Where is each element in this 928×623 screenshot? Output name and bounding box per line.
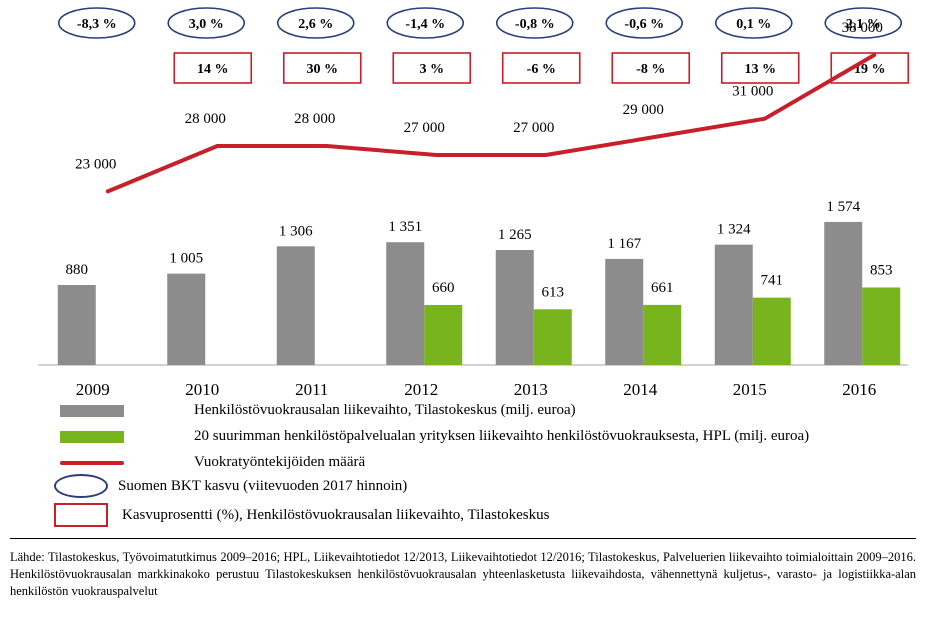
- line-label-2016: 38 000: [842, 20, 883, 36]
- x-tick-label-2014: 2014: [623, 380, 658, 399]
- line-label-2011: 28 000: [294, 111, 335, 127]
- x-tick-label-2012: 2012: [404, 380, 438, 399]
- bar-green-2016: [862, 287, 901, 365]
- growth-label-2010: 14 %: [197, 62, 229, 77]
- gdp-ellipse-2012: [386, 7, 465, 39]
- growth-box-2014: [611, 52, 691, 84]
- legend-swatch-gray: [60, 404, 124, 417]
- bar-green-label-2012: 660: [432, 280, 455, 296]
- gdp-ellipse-2011: [276, 7, 355, 39]
- bar-gray-2012: [386, 242, 425, 365]
- legend-swatch-ellipse: [54, 474, 108, 498]
- growth-label-2014: -8 %: [636, 62, 665, 77]
- line-label-2010: 28 000: [185, 111, 226, 127]
- bar-gray-2010: [167, 273, 206, 365]
- growth-label-2013: -6 %: [527, 62, 556, 77]
- bar-gray-2011: [276, 246, 315, 365]
- x-tick-label-2011: 2011: [295, 380, 328, 399]
- x-tick-label-2009: 2009: [76, 380, 110, 399]
- source-note: Lähde: Tilastokeskus, Työvoimatutkimus 2…: [10, 538, 916, 600]
- bar-gray-label-2012: 1 351: [388, 219, 422, 235]
- bar-gray-label-2010: 1 005: [169, 251, 203, 267]
- x-tick-label-2016: 2016: [842, 380, 876, 399]
- x-tick-label-2010: 2010: [185, 380, 219, 399]
- gdp-ellipse-2016: [824, 7, 903, 39]
- bar-gray-2015: [714, 244, 753, 365]
- legend-label-ellipse: Suomen BKT kasvu (viitevuoden 2017 hinno…: [118, 477, 408, 494]
- legend-item-ellipse: Suomen BKT kasvu (viitevuoden 2017 hinno…: [48, 474, 407, 498]
- legend-label-rect: Kasvuprosentti (%), Henkilöstövuokrausal…: [122, 506, 550, 523]
- growth-label-2015: 13 %: [745, 62, 777, 77]
- growth-label-2016: 19 %: [854, 62, 886, 77]
- bar-gray-2009: [57, 285, 96, 365]
- gdp-label-2015: 0,1 %: [736, 17, 771, 32]
- bar-green-2013: [533, 309, 572, 365]
- bar-gray-label-2014: 1 167: [607, 236, 641, 252]
- line-label-2013: 27 000: [513, 120, 554, 136]
- growth-box-2012: [392, 52, 472, 84]
- gdp-ellipse-2015: [714, 7, 793, 39]
- bar-gray-2016: [824, 221, 863, 365]
- chart-canvas: 880 2009 -8,3 % 1 005 2010 3,0 % 14 % 1 306 2011…: [38, 7, 910, 399]
- legend-item-rect: Kasvuprosentti (%), Henkilöstövuokrausal…: [48, 503, 549, 527]
- legend-swatch-rect: [54, 503, 108, 527]
- gdp-ellipse-2009: [57, 7, 136, 39]
- bar-green-label-2015: 741: [761, 273, 784, 289]
- bar-gray-2014: [605, 258, 644, 365]
- growth-label-2011: 30 %: [307, 62, 339, 77]
- line-label-2014: 29 000: [623, 102, 664, 118]
- bar-green-label-2014: 661: [651, 280, 674, 296]
- growth-box-2011: [282, 52, 362, 84]
- gdp-label-2010: 3,0 %: [189, 17, 224, 32]
- legend-item-green-bars: 20 suurimman henkilöstöpalvelualan yrity…: [48, 428, 809, 445]
- gdp-label-2011: 2,6 %: [298, 17, 333, 32]
- gdp-label-2013: -0,8 %: [515, 17, 555, 32]
- growth-box-2015: [720, 52, 800, 84]
- gdp-ellipse-2010: [167, 7, 246, 39]
- bar-gray-label-2015: 1 324: [717, 222, 751, 238]
- legend-label-green: 20 suurimman henkilöstöpalvelualan yrity…: [194, 428, 810, 444]
- bar-gray-label-2011: 1 306: [279, 223, 313, 239]
- line-label-2009: 23 000: [75, 156, 116, 172]
- bar-gray-label-2016: 1 574: [826, 199, 860, 215]
- growth-box-2013: [501, 52, 581, 84]
- bar-green-2012: [424, 305, 463, 365]
- gdp-label-2009: -8,3 %: [77, 17, 117, 32]
- gdp-label-2012: -1,4 %: [405, 17, 445, 32]
- growth-label-2012: 3 %: [420, 62, 445, 77]
- legend-swatch-line: [60, 460, 124, 465]
- legend-label-gray: Henkilöstövuokrausalan liikevaihto, Tila…: [194, 402, 576, 418]
- gdp-ellipse-2013: [495, 7, 574, 39]
- gdp-ellipse-2014: [605, 7, 684, 39]
- growth-box-2010: [173, 52, 253, 84]
- line-series-workers: [105, 53, 877, 194]
- legend-item-red-line: Vuokratyöntekijöiden määrä: [48, 454, 365, 471]
- gdp-label-2014: -0,6 %: [624, 17, 664, 32]
- legend-item-gray-bars: Henkilöstövuokrausalan liikevaihto, Tila…: [48, 402, 576, 419]
- bar-gray-label-2009: 880: [66, 262, 89, 278]
- gdp-label-2016: 2,1 %: [846, 17, 881, 32]
- legend-label-line: Vuokratyöntekijöiden määrä: [194, 454, 366, 470]
- legend-swatch-green: [60, 430, 124, 443]
- x-tick-label-2015: 2015: [733, 380, 767, 399]
- line-label-2015: 31 000: [732, 84, 773, 100]
- bar-green-2015: [752, 297, 791, 365]
- bar-gray-2013: [495, 250, 534, 365]
- line-label-2012: 27 000: [404, 120, 445, 136]
- bar-green-label-2016: 853: [870, 262, 893, 278]
- x-tick-label-2013: 2013: [514, 380, 548, 399]
- bar-gray-label-2013: 1 265: [498, 227, 532, 243]
- bar-green-label-2013: 613: [542, 284, 565, 300]
- bar-green-2014: [643, 304, 682, 365]
